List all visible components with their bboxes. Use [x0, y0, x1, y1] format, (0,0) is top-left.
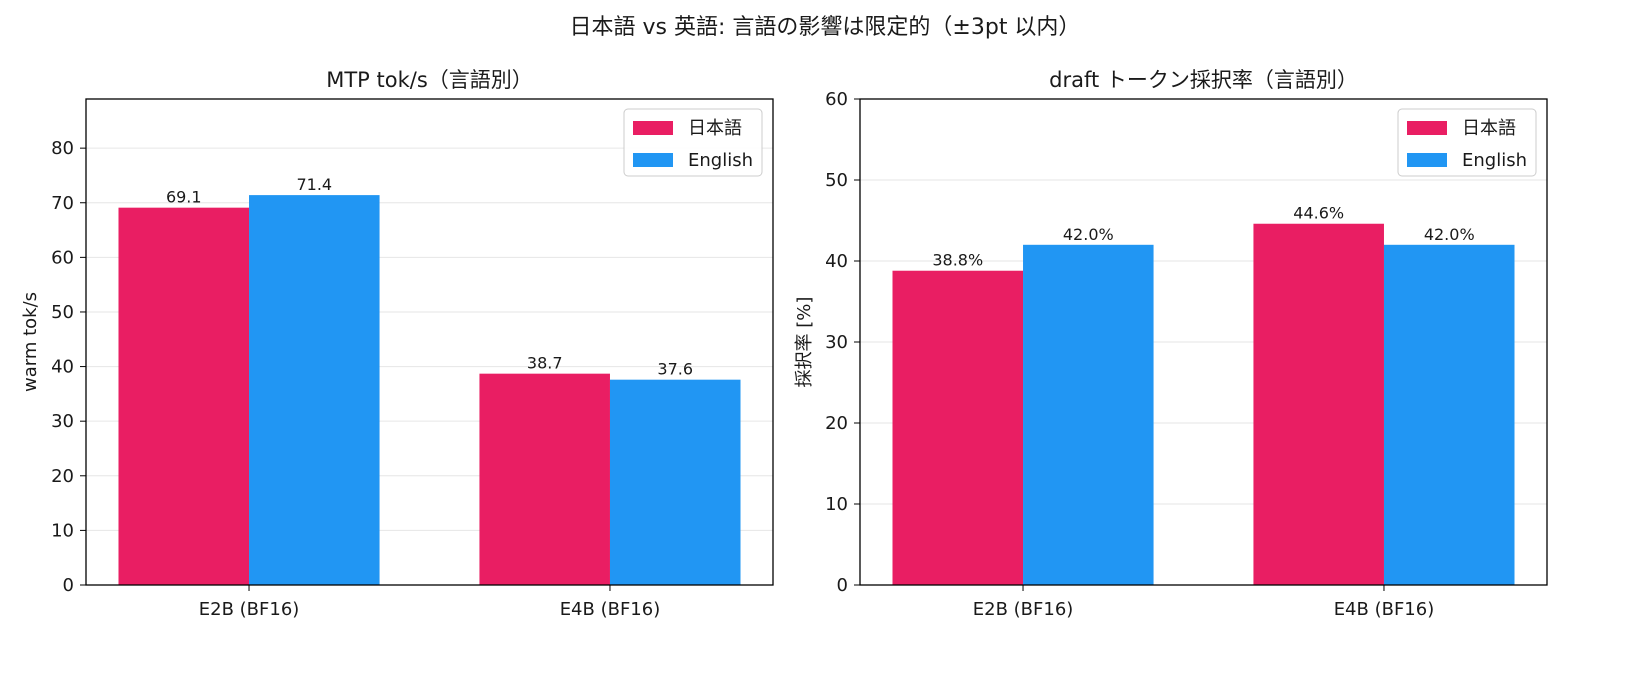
x-tick-label: E4B (BF16) — [560, 599, 661, 620]
legend-label: 日本語 — [1462, 118, 1516, 139]
y-tick-label: 60 — [825, 89, 848, 110]
legend-label: English — [1462, 150, 1527, 171]
legend: 日本語 English — [1397, 108, 1537, 177]
legend-swatch-japanese — [1407, 121, 1447, 135]
bar-english — [249, 195, 380, 586]
chart-panel-acceptance-rate: 38.8% 42.0% E2B (BF16) 44.6% 42.0% E4B (BF16)… — [794, 68, 1548, 620]
y-tick-label: 30 — [825, 332, 848, 353]
y-tick-label: 20 — [825, 413, 848, 434]
legend-label: 日本語 — [688, 118, 742, 139]
y-tick-label: 50 — [825, 170, 848, 191]
y-tick-label: 60 — [51, 247, 74, 268]
bar-japanese — [479, 373, 610, 585]
bar-english — [609, 379, 741, 585]
y-tick-label: 0 — [63, 575, 74, 596]
bar-english — [1023, 244, 1154, 586]
bar-japanese — [118, 207, 250, 585]
legend-swatch-japanese — [633, 121, 673, 135]
bar-english — [1383, 244, 1515, 586]
y-tick-label: 30 — [51, 411, 74, 432]
bar-data-label: 69.1 — [166, 188, 202, 207]
y-tick-label: 0 — [837, 575, 848, 596]
y-tick-label: 40 — [51, 357, 74, 378]
y-tick-label: 40 — [825, 251, 848, 272]
y-axis-label: warm tok/s — [20, 292, 41, 392]
figure-title: 日本語 vs 英語: 言語の影響は限定的（±3pt 以内） — [570, 15, 1081, 40]
legend-swatch-english — [633, 153, 673, 167]
bar-japanese — [1253, 223, 1384, 586]
bar-data-label: 37.6 — [657, 360, 693, 379]
x-tick-label: E4B (BF16) — [1334, 599, 1435, 620]
chart-title: MTP tok/s（言語別） — [326, 68, 533, 92]
plot-frame — [859, 98, 1548, 586]
bar-data-label: 38.8% — [932, 251, 983, 270]
bar-data-label: 71.4 — [296, 175, 332, 194]
bar-data-label: 42.0% — [1063, 225, 1114, 244]
y-tick-label: 10 — [51, 520, 74, 541]
x-tick-label: E2B (BF16) — [973, 599, 1074, 620]
chart-title: draft トークン採択率（言語別） — [1049, 68, 1358, 92]
y-tick-label: 80 — [51, 138, 74, 159]
legend: 日本語 English — [623, 108, 763, 177]
legend-swatch-english — [1407, 153, 1447, 167]
chart-panel-tok-s: 69.1 71.4 E2B (BF16) 38.7 37.6 E4B (BF16) 0 10 2… — [20, 68, 774, 620]
y-tick-label: 10 — [825, 494, 848, 515]
x-tick-label: E2B (BF16) — [199, 599, 300, 620]
plot-frame — [85, 98, 774, 586]
y-tick-label: 50 — [51, 302, 74, 323]
bar-data-label: 38.7 — [527, 354, 563, 373]
bar-data-label: 44.6% — [1293, 204, 1344, 223]
y-axis-label: 採択率 [%] — [794, 297, 815, 388]
bar-data-label: 42.0% — [1424, 225, 1475, 244]
bar-japanese — [892, 270, 1024, 585]
y-tick-label: 70 — [51, 193, 74, 214]
y-tick-label: 20 — [51, 466, 74, 487]
legend-label: English — [688, 150, 753, 171]
